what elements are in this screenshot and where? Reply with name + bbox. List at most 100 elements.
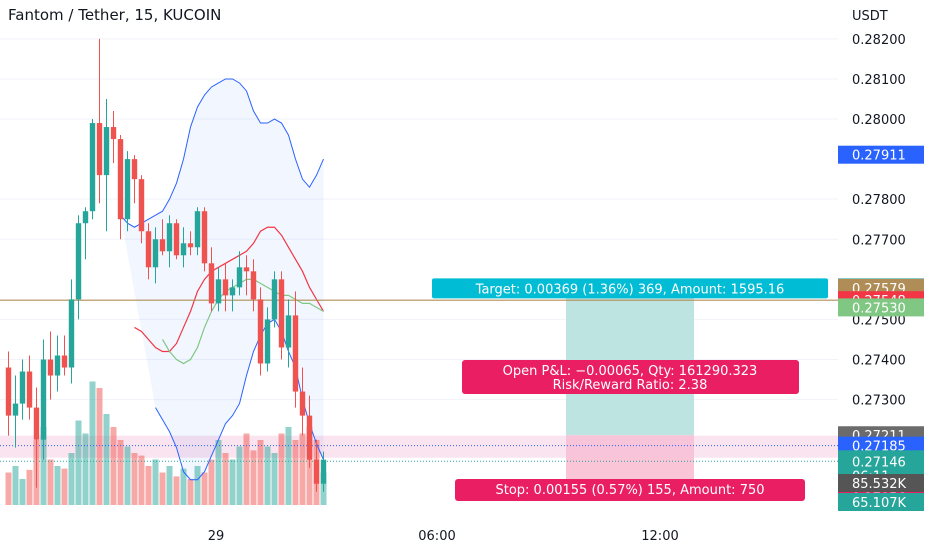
y-tick-label: 0.28100 xyxy=(852,73,906,88)
candle-body[interactable] xyxy=(47,359,54,376)
volume-bar xyxy=(110,427,117,505)
volume-bar xyxy=(12,466,19,505)
candle-body[interactable] xyxy=(96,123,103,176)
y-tick-label: 0.27700 xyxy=(852,233,906,248)
candle-body[interactable] xyxy=(215,279,222,304)
candle-body[interactable] xyxy=(250,271,257,300)
price-badge xyxy=(838,145,924,164)
volume-bar xyxy=(75,420,82,505)
candle-body[interactable] xyxy=(180,243,187,256)
candle-body[interactable] xyxy=(257,299,264,364)
candle-body[interactable] xyxy=(278,279,285,348)
candle-body[interactable] xyxy=(271,279,278,320)
candle-body[interactable] xyxy=(194,211,201,248)
candle-body[interactable] xyxy=(68,299,75,368)
candle-body[interactable] xyxy=(33,407,40,440)
candle-body[interactable] xyxy=(306,415,313,460)
candle-body[interactable] xyxy=(299,391,306,416)
candle-body[interactable] xyxy=(208,263,215,304)
target-label-bg[interactable] xyxy=(432,278,828,299)
volume-bar xyxy=(180,468,187,505)
stop-label: Stop: 0.00155 (0.57%) 155, Amount: 750 xyxy=(495,483,764,498)
candle-body[interactable] xyxy=(40,359,47,440)
time-axis-label: 12:00 xyxy=(641,529,678,544)
candle-body[interactable] xyxy=(138,179,145,232)
volume-badge-label: 65.107K xyxy=(852,496,906,511)
candle-body[interactable] xyxy=(124,159,131,220)
volume-bar xyxy=(26,469,33,505)
chart-title: Fantom / Tether, 15, KUCOIN xyxy=(8,6,222,24)
candle-body[interactable] xyxy=(159,239,166,252)
entry-band xyxy=(0,435,838,458)
candle-body[interactable] xyxy=(19,371,26,404)
volume-bar xyxy=(68,453,75,505)
candle-body[interactable] xyxy=(5,367,12,416)
currency-label: USDT xyxy=(852,9,888,24)
current-price-label: 0.27146 xyxy=(852,455,906,470)
volume-bar xyxy=(278,433,285,505)
candle-body[interactable] xyxy=(54,355,61,376)
volume-bar xyxy=(222,453,229,505)
candle-body[interactable] xyxy=(320,459,327,484)
candle-body[interactable] xyxy=(145,231,152,268)
volume-bar xyxy=(292,440,299,505)
volume-bar xyxy=(103,414,110,505)
volume-bar xyxy=(82,433,89,505)
candle-body[interactable] xyxy=(264,319,271,364)
pnl-label: Open P&L: −0.00065, Qty: 161290.323 xyxy=(503,364,758,379)
risk-reward-label: Risk/Reward Ratio: 2.38 xyxy=(553,378,708,393)
volume-bar xyxy=(173,476,180,505)
volume-badge-label: 85.532K xyxy=(852,477,906,492)
candle-body[interactable] xyxy=(292,315,299,392)
candle-body[interactable] xyxy=(131,159,138,180)
candle-body[interactable] xyxy=(12,403,19,416)
volume-bar xyxy=(19,479,26,505)
volume-bar xyxy=(54,466,61,505)
candle-body[interactable] xyxy=(236,267,243,288)
volume-badge xyxy=(838,474,924,492)
candle-body[interactable] xyxy=(173,223,180,256)
candle-body[interactable] xyxy=(61,355,68,368)
candle-body[interactable] xyxy=(285,315,292,348)
y-tick-label: 0.28200 xyxy=(852,33,906,48)
candle-body[interactable] xyxy=(222,279,229,296)
volume-bar xyxy=(40,427,47,505)
volume-badge xyxy=(838,493,924,511)
y-tick-label: 0.27800 xyxy=(852,193,906,208)
y-tick-label: 0.27400 xyxy=(852,353,906,368)
volume-bar xyxy=(208,459,215,505)
candle-body[interactable] xyxy=(187,243,194,248)
candle-body[interactable] xyxy=(243,267,250,272)
candle-body[interactable] xyxy=(229,287,236,296)
price-badge-label: 0.27530 xyxy=(852,301,906,316)
bollinger-fill xyxy=(120,78,324,480)
volume-bar xyxy=(166,466,173,505)
candle-body[interactable] xyxy=(75,223,82,300)
candle-body[interactable] xyxy=(166,223,173,252)
candle-body[interactable] xyxy=(82,211,89,224)
candle-body[interactable] xyxy=(117,139,124,220)
volume-bar xyxy=(271,453,278,505)
volume-bar xyxy=(194,466,201,505)
candle-body[interactable] xyxy=(152,239,159,268)
stop-label-bg[interactable] xyxy=(455,479,805,501)
volume-bar xyxy=(159,472,166,505)
candle-body[interactable] xyxy=(110,127,117,140)
candle-body[interactable] xyxy=(103,127,110,176)
candle-body[interactable] xyxy=(26,371,33,408)
volume-bar xyxy=(264,446,271,505)
volume-bar xyxy=(138,455,145,505)
candle-body[interactable] xyxy=(89,123,96,212)
volume-bar xyxy=(229,459,236,505)
time-axis-label: 29 xyxy=(208,529,225,544)
candle-body[interactable] xyxy=(201,211,208,264)
volume-bar xyxy=(61,468,68,505)
volume-bar xyxy=(152,459,159,505)
volume-bar xyxy=(96,388,103,505)
volume-bar xyxy=(299,433,306,505)
ma-red xyxy=(134,226,325,353)
pnl-label-bg[interactable] xyxy=(462,360,799,394)
candle-body[interactable] xyxy=(313,459,320,484)
volume-bar xyxy=(117,440,124,505)
